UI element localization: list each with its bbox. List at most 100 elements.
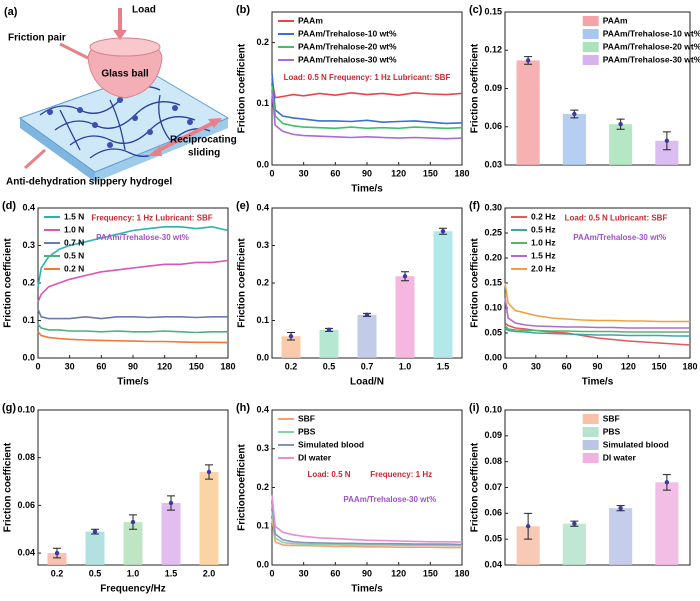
ball-top xyxy=(89,37,161,57)
bar xyxy=(562,114,586,165)
nodes xyxy=(47,97,193,148)
legend-swatch xyxy=(582,414,599,424)
y-axis-label: Friction coefficient xyxy=(237,43,248,133)
data-point xyxy=(130,519,136,525)
x-tick-label: 120 xyxy=(621,361,636,371)
data-point xyxy=(664,138,670,143)
bar xyxy=(516,60,540,166)
x-tick-label: 90 xyxy=(592,361,602,371)
bar xyxy=(655,482,679,565)
x-axis-label: Time/s xyxy=(582,377,614,388)
x-axis-label: Time/s xyxy=(351,584,383,595)
legend-label: 1.5 N xyxy=(64,211,84,221)
legend-swatch xyxy=(582,427,599,437)
y-tick-label: 0.3 xyxy=(256,240,269,250)
data-point xyxy=(326,327,332,333)
x-tick-label: 0.5 xyxy=(89,568,102,578)
legend-label: PAAm/Trehalose-30 wt% xyxy=(603,54,700,64)
y-tick-label: 0.2 xyxy=(22,277,35,287)
panel-label: (f) xyxy=(469,200,480,212)
panel-label: (e) xyxy=(236,200,250,212)
x-tick-label: 150 xyxy=(423,168,438,178)
legend-label: 0.2 Hz xyxy=(531,211,556,221)
x-tick-label: 1.0 xyxy=(399,361,412,371)
y-tick-label: 0.10 xyxy=(484,404,502,414)
y-tick-label: 0.09 xyxy=(484,430,502,440)
x-tick-label: 30 xyxy=(531,361,541,371)
x-tick-label: 0.5 xyxy=(323,361,336,371)
data-point xyxy=(572,111,577,117)
x-tick-label: 0 xyxy=(35,361,40,371)
y-tick-label: 0.03 xyxy=(484,159,502,169)
arrow xyxy=(23,148,47,170)
x-tick-label: 0.2 xyxy=(285,361,298,371)
line xyxy=(271,510,462,547)
annotation: PAAm/Trehalose-30 wt% xyxy=(96,233,189,242)
annotation: Load: 0.5 N xyxy=(307,470,350,479)
y-tick-label: 0.04 xyxy=(484,559,502,569)
legend-label: PBS xyxy=(603,426,621,436)
network xyxy=(39,86,211,159)
legend-label: DI water xyxy=(603,452,637,462)
legend-label: 1.0 N xyxy=(64,224,84,234)
line xyxy=(37,323,228,334)
data-point xyxy=(206,469,212,475)
y-tick-label: 0.08 xyxy=(17,452,35,462)
line xyxy=(37,259,229,303)
legend-label: Simulated blood xyxy=(298,439,364,449)
x-tick-label: 0.7 xyxy=(361,361,374,371)
y-tick-label: 0.09 xyxy=(484,83,502,93)
legend-swatch xyxy=(582,16,599,26)
panel-label: (g) xyxy=(2,402,16,414)
bar xyxy=(609,508,633,565)
data-point xyxy=(525,58,531,63)
legend-label: PAAm xyxy=(603,15,628,25)
y-tick-label: 0.30 xyxy=(484,202,502,212)
line xyxy=(37,308,228,320)
x-tick-label: 30 xyxy=(299,568,309,578)
data-point xyxy=(618,505,623,511)
x-tick-label: 60 xyxy=(562,361,572,371)
data-point xyxy=(572,521,577,526)
annotation: Load: 0.5 N Lubricant: SBF xyxy=(565,214,668,223)
x-tick-label: 120 xyxy=(391,568,406,578)
panel-label: (i) xyxy=(469,402,480,414)
bar xyxy=(319,329,339,358)
bar xyxy=(433,231,453,358)
x-tick-label: 180 xyxy=(220,361,235,371)
panel-label: (b) xyxy=(236,4,250,16)
x-tick-label: 0 xyxy=(269,168,274,178)
y-tick-label: 0.20 xyxy=(484,252,502,262)
y-axis-label: Frictioncoefficient xyxy=(237,443,248,530)
line xyxy=(271,85,463,130)
bar xyxy=(516,526,540,565)
diagram-text: Friction pair xyxy=(8,33,66,44)
diagram-text: Glass ball xyxy=(101,69,148,80)
y-tick-label: 0.06 xyxy=(17,500,35,510)
y-tick-label: 0.0 xyxy=(22,352,35,362)
x-tick-label: 90 xyxy=(128,361,138,371)
diagram: (a) Glass ball Load Friction pair Recipr… xyxy=(4,5,237,188)
x-tick-label: 1.5 xyxy=(437,361,450,371)
y-tick-label: 0.1 xyxy=(256,98,269,108)
y-tick-label: 0.05 xyxy=(484,327,502,337)
bar xyxy=(85,531,105,565)
line xyxy=(37,331,229,344)
line xyxy=(504,282,690,323)
y-tick-label: 0.4 xyxy=(22,202,35,212)
bar xyxy=(123,522,143,565)
panel-label: (h) xyxy=(236,402,250,414)
annotation: Frequency: 1 Hz Lubricant: SBF xyxy=(91,214,212,223)
arrow-head xyxy=(148,146,162,156)
arrow xyxy=(154,120,216,154)
x-tick-label: 180 xyxy=(682,361,697,371)
y-tick-label: 0.25 xyxy=(484,227,502,237)
data-point xyxy=(440,229,446,234)
y-tick-label: 0.04 xyxy=(17,547,35,557)
bar xyxy=(655,140,679,165)
x-tick-label: 30 xyxy=(299,168,309,178)
x-tick-label: 90 xyxy=(362,168,372,178)
arrow-head xyxy=(208,118,222,128)
data-point xyxy=(664,480,670,485)
